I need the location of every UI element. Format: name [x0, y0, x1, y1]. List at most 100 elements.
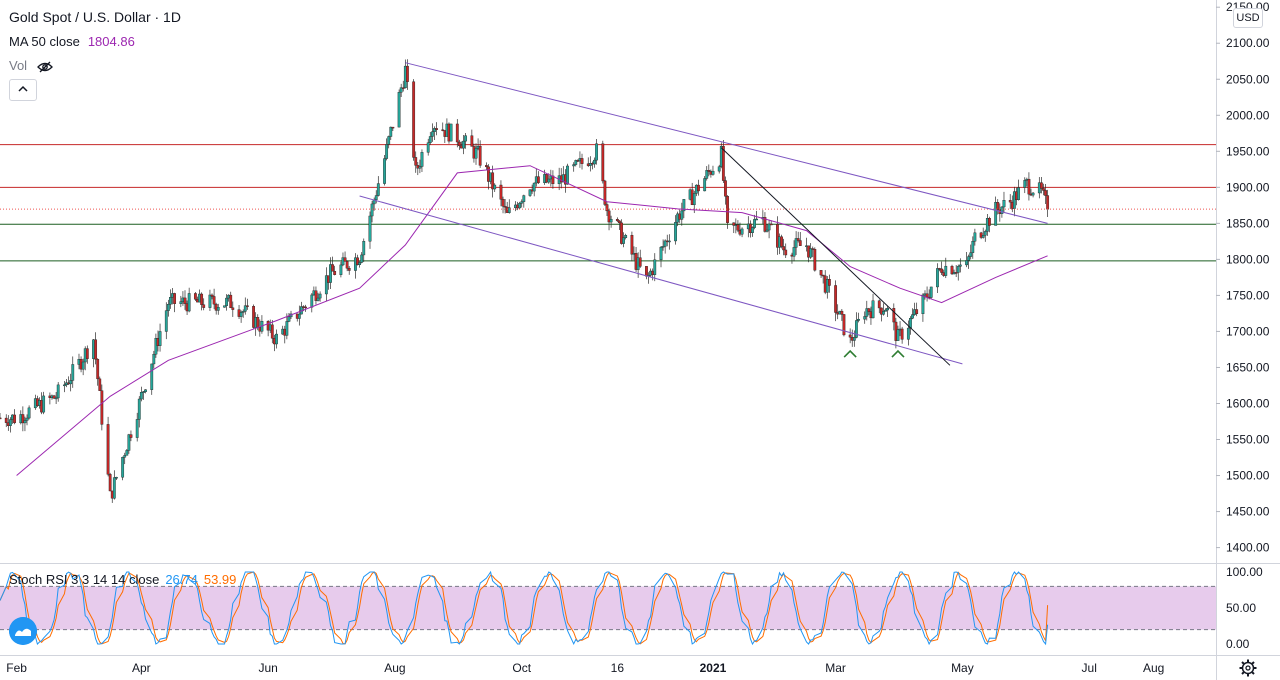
candle-body [1023, 180, 1027, 188]
time-axis: Feb Apr Jun Aug Oct 16 2021 Mar May Jul Aug [6, 661, 1164, 675]
x-tick-label: Apr [132, 661, 151, 675]
candle-body [179, 301, 183, 304]
candle-body [139, 392, 143, 400]
x-tick-label: Jun [258, 661, 277, 675]
candle-body [229, 294, 233, 309]
candle-body [435, 128, 438, 130]
candle-body [1044, 190, 1047, 196]
candle-body [609, 219, 613, 223]
candle-body [825, 279, 829, 293]
candle-body [360, 254, 364, 263]
candle-body [399, 87, 403, 93]
candle-body [406, 65, 409, 82]
candle-body [127, 434, 131, 451]
candle-body [595, 143, 598, 161]
currency-badge[interactable]: USD [1233, 8, 1263, 28]
candle-body [763, 217, 767, 232]
candle-body [385, 144, 389, 159]
stoch-tick-label: 0.00 [1226, 637, 1250, 651]
candle-body [52, 395, 56, 399]
candle-body [414, 157, 418, 166]
double-bottom-marker [843, 349, 857, 358]
candle-body [13, 414, 16, 424]
stoch-k-line [0, 570, 1049, 646]
gear-icon[interactable] [1239, 659, 1257, 677]
candle-body [501, 199, 505, 207]
eye-hidden-icon[interactable] [36, 61, 53, 73]
candle-body [144, 389, 147, 392]
candle-body [545, 174, 549, 183]
vol-legend: Vol [9, 58, 53, 73]
symbol-title: Gold Spot / U.S. Dollar · 1D [9, 9, 181, 25]
candle-body [967, 256, 971, 261]
candle-body [574, 160, 578, 165]
candle-body [316, 297, 320, 301]
candle-body [1000, 206, 1004, 214]
candle-body [94, 339, 98, 360]
candle-body [210, 294, 214, 297]
candle-body [474, 148, 478, 159]
candle-body [705, 170, 709, 179]
candle-body [603, 180, 607, 205]
candle-body [956, 266, 960, 273]
candle-body [150, 363, 154, 390]
x-tick-label: Mar [825, 661, 846, 675]
ma-legend: MA 50 close 1804.86 [9, 34, 135, 49]
candle-body [108, 474, 112, 492]
candle-body [231, 307, 235, 310]
candle-body [503, 206, 507, 208]
collapse-legend-button[interactable] [9, 79, 37, 101]
candle-body [56, 384, 60, 399]
candle-body [121, 457, 125, 478]
candle-body [900, 328, 904, 340]
candle-body [661, 246, 665, 248]
candle-body [971, 241, 975, 253]
candle-body [297, 313, 301, 319]
candle-body [304, 306, 307, 309]
y-tick-label: 1750.00 [1226, 288, 1270, 302]
candle-body [653, 259, 657, 275]
candle-body [528, 189, 532, 196]
candle-body [863, 316, 867, 320]
candle-body [840, 310, 844, 315]
candle-body [1046, 195, 1050, 210]
candle-body [420, 152, 424, 167]
y-tick-label: 1600.00 [1226, 396, 1270, 410]
candle-body [142, 391, 145, 393]
candle-body [674, 222, 677, 242]
price-axis-bg [1216, 0, 1280, 680]
candle-body [470, 135, 474, 147]
candle-body [792, 247, 796, 257]
candle-body [518, 203, 522, 209]
candle-body [374, 195, 378, 200]
candle-body [717, 166, 721, 172]
candle-body [852, 337, 856, 341]
candle-body [721, 146, 725, 181]
candle-body [981, 235, 985, 238]
candle-body [368, 215, 372, 242]
candle-body [865, 308, 869, 317]
candle-body [906, 327, 910, 340]
candle-body [969, 252, 973, 257]
candle-body [638, 257, 642, 267]
candle-body [940, 268, 944, 273]
candle-body [243, 305, 247, 312]
ma-label: MA 50 close [9, 34, 80, 49]
candle-body [98, 378, 102, 391]
stoch-band [0, 586, 1216, 630]
candle-body [401, 87, 405, 89]
candle-body [0, 417, 2, 420]
candle-body [329, 264, 332, 283]
candle-body [622, 237, 625, 244]
candle-body [112, 477, 116, 499]
candle-body [605, 204, 609, 212]
candle-body [324, 275, 328, 295]
candle-body [173, 293, 177, 304]
candle-body [882, 311, 885, 315]
x-tick-label: Oct [512, 661, 531, 675]
tradingview-logo-icon[interactable] [9, 617, 37, 645]
candle-body [680, 210, 684, 220]
x-tick-label: Feb [6, 661, 27, 675]
